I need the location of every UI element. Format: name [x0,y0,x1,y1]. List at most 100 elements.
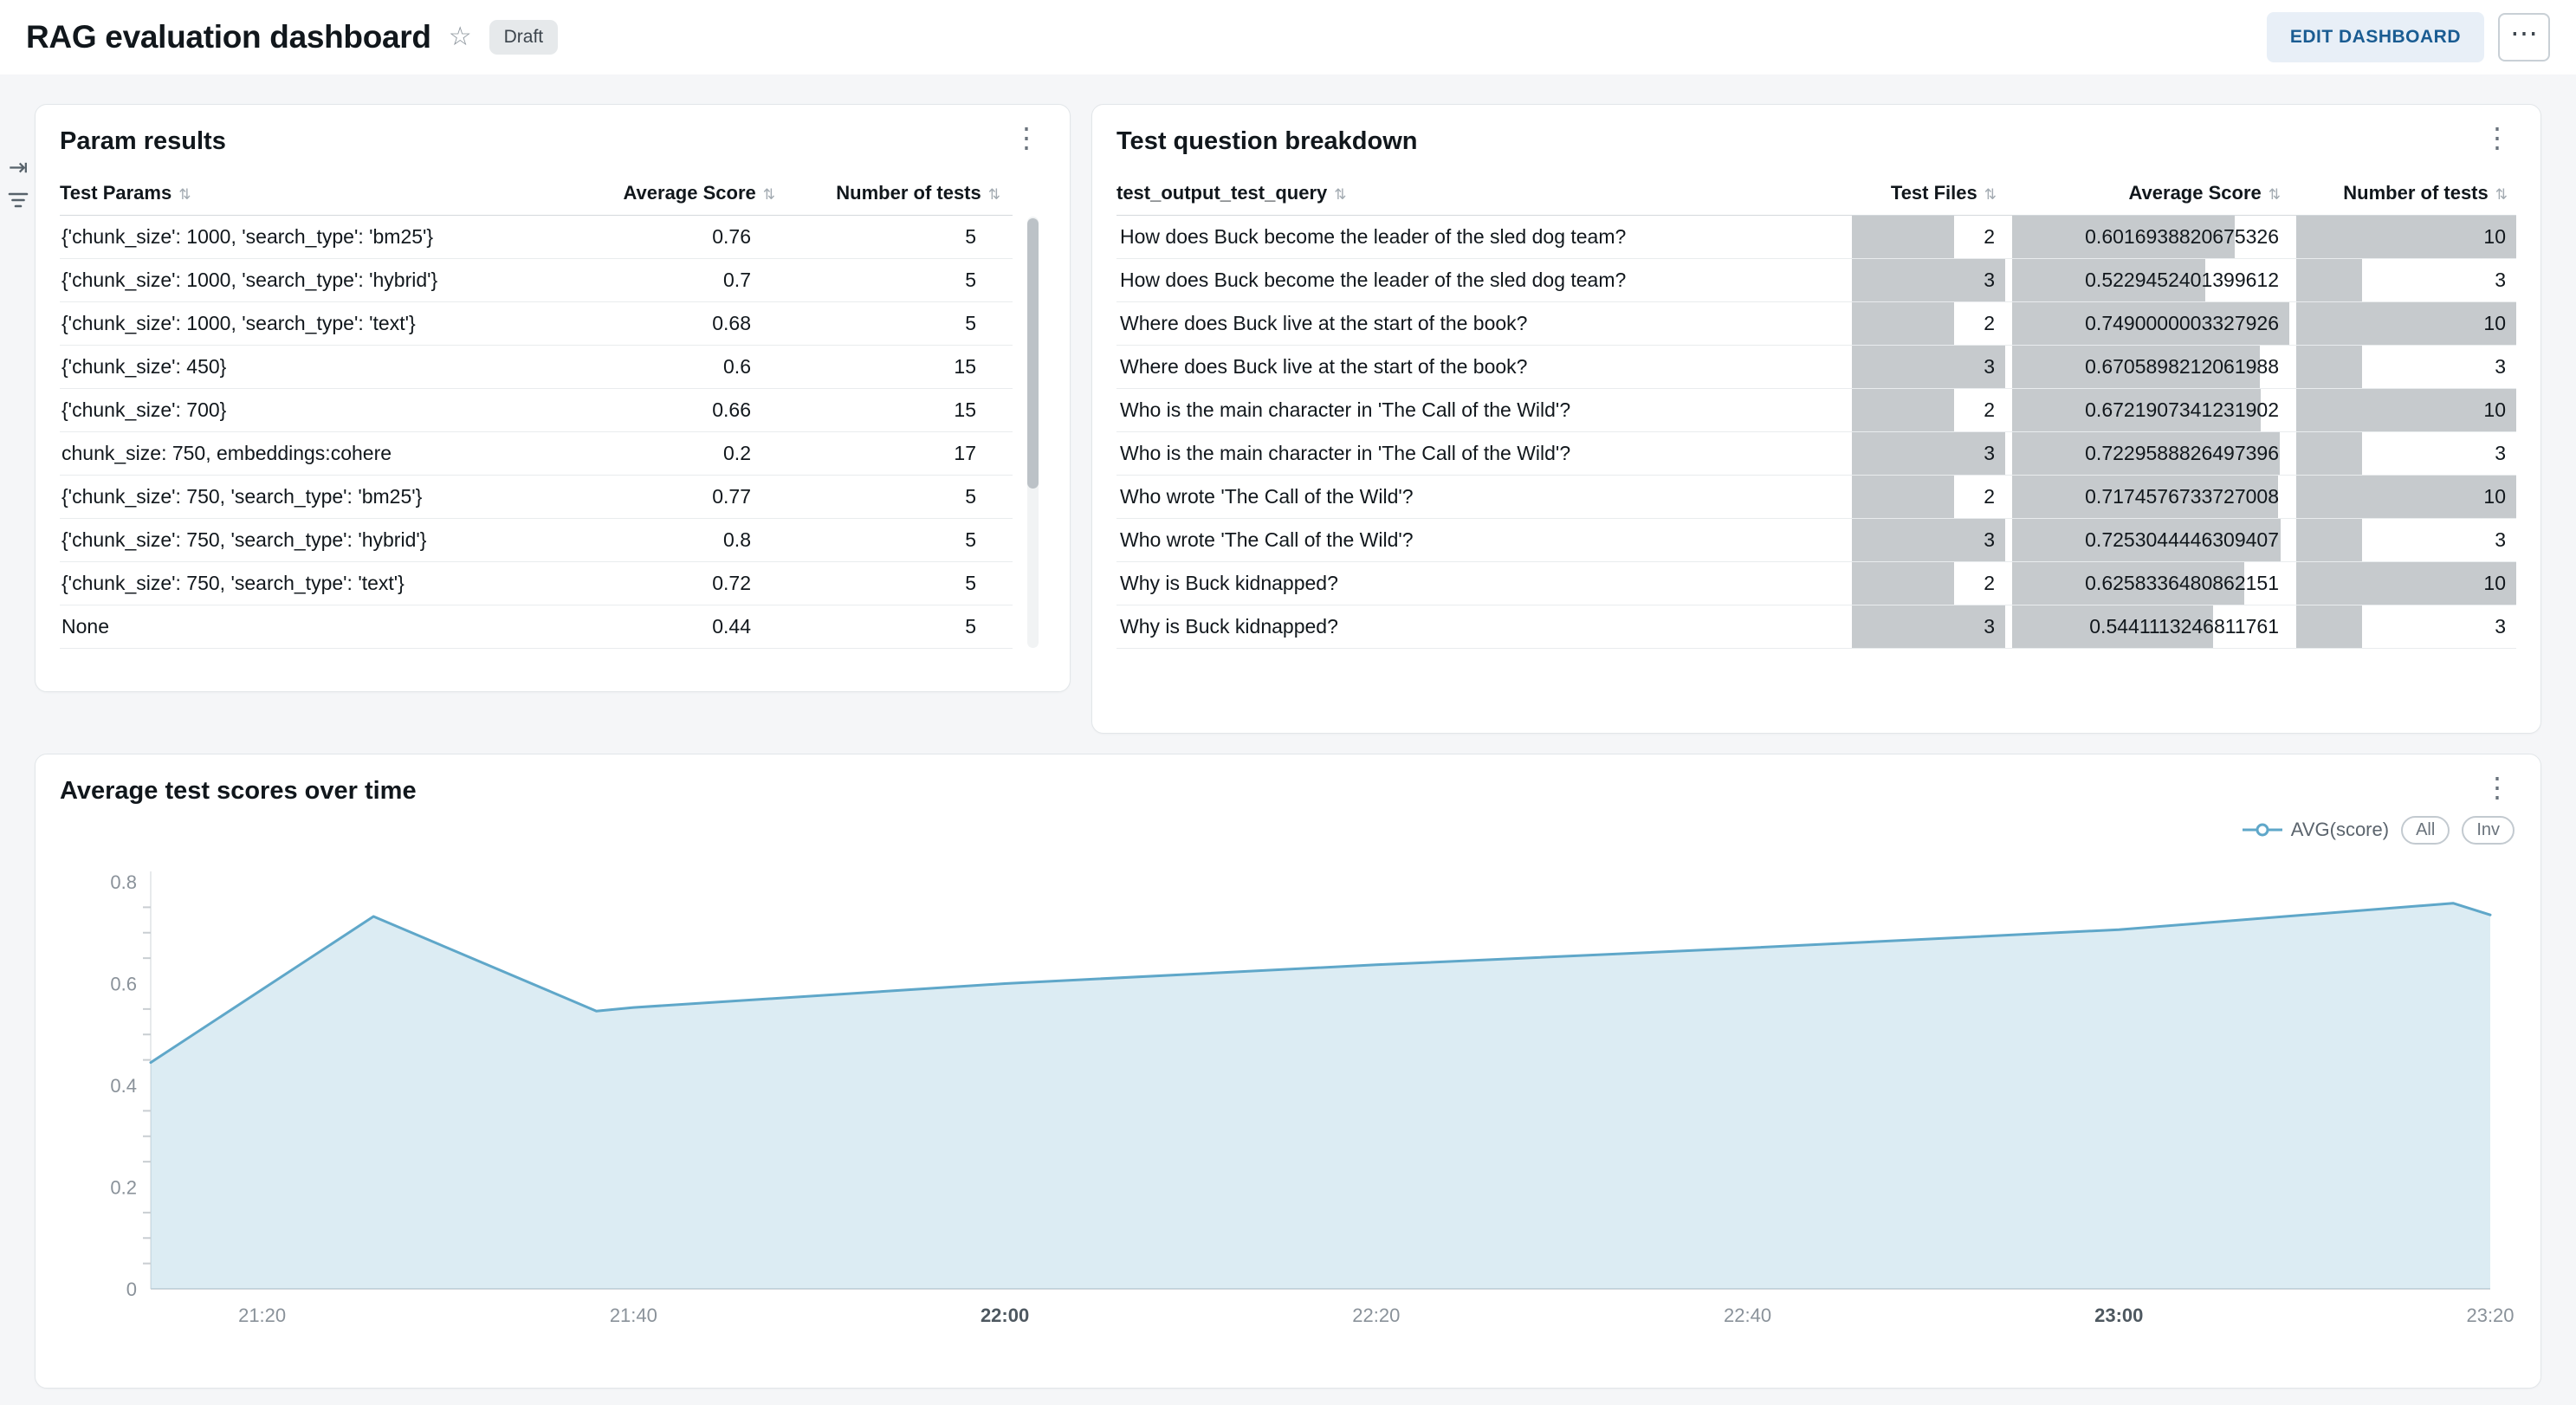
x-tick-label: 22:20 [1352,1305,1400,1326]
favorite-star-icon[interactable]: ☆ [448,23,472,51]
area-line-chart[interactable]: 0 0.2 0.4 0.6 0.8 21:20 21:40 22:00 22:20 22:40 23… [60,856,2516,1328]
param-cell: {'chunk_size': 750, 'search_type': 'text… [60,561,571,605]
avg-score-cell: 0.7490000003327926 [2005,301,2289,346]
num-tests-cell-value: 10 [2483,224,2506,248]
data-bar [1852,258,2005,301]
table-row: chunk_size: 750, embeddings:cohere 0.2 17 [60,431,1013,476]
table-row: Where does Buck live at the start of the… [1116,301,2516,346]
num-tests-cell: 15 [787,388,1013,432]
num-tests-cell: 10 [2289,301,2516,346]
query-cell: Who wrote 'The Call of the Wild'? [1116,475,1845,519]
more-options-button[interactable]: ⋯ [2498,13,2550,62]
num-tests-cell-value: 10 [2483,398,2506,421]
test-files-cell-value: 2 [1984,484,1995,508]
column-header[interactable]: test_output_test_query ⇅ [1116,172,1845,216]
param-results-table: Test Params ⇅ Average Score ⇅ Number of test… [60,172,1013,649]
sort-icon: ⇅ [2268,185,2281,203]
param-cell: {'chunk_size': 750, 'search_type': 'bm25… [60,475,571,519]
scrollbar-thumb[interactable] [1027,218,1039,489]
data-bar [2296,388,2516,431]
data-bar [1852,475,1955,517]
avg-score-cell-value: 0.6016938820675326 [2085,224,2279,248]
avg-score-cell: 0.6721907341231902 [2005,388,2289,432]
data-bar [2012,345,2261,387]
avg-score-cell-value: 0.7490000003327926 [2085,311,2279,334]
card-menu-icon[interactable]: ⋮ [1013,122,1040,153]
table-row: {'chunk_size': 1000, 'search_type': 'bm2… [60,215,1013,259]
num-tests-cell: 3 [2289,258,2516,302]
table-row: {'chunk_size': 1000, 'search_type': 'tex… [60,301,1013,346]
query-cell: Who is the main character in 'The Call o… [1116,388,1845,432]
data-bar [1852,431,2005,474]
query-cell: Why is Buck kidnapped? [1116,605,1845,649]
test-files-cell-value: 2 [1984,311,1995,334]
edit-dashboard-button[interactable]: EDIT DASHBOARD [2266,12,2484,62]
chart-area [151,903,2490,1289]
legend-all-toggle[interactable]: All [2401,815,2450,845]
param-cell: {'chunk_size': 750, 'search_type': 'hybr… [60,518,571,562]
left-rail: ⇥ [7,156,29,210]
param-cell: {'chunk_size': 1000, 'search_type': 'hyb… [60,258,571,302]
avg-score-cell: 0.68 [571,301,787,346]
num-tests-cell-value: 3 [2495,614,2506,638]
table-row: Who wrote 'The Call of the Wild'? 2 0.7174… [1116,475,2516,519]
avg-score-cell: 0.6 [571,345,787,389]
query-cell: Where does Buck live at the start of the… [1116,345,1845,389]
query-cell: How does Buck become the leader of the s… [1116,215,1845,259]
legend-series-label[interactable]: AVG(score) [2290,819,2390,840]
x-tick-label: 22:00 [981,1305,1029,1326]
filter-icon[interactable] [7,190,29,210]
test-files-cell: 2 [1845,301,2005,346]
avg-score-cell: 0.76 [571,215,787,259]
num-tests-cell-value: 10 [2483,484,2506,508]
data-bar [1852,345,2005,387]
table-row: Who is the main character in 'The Call o… [1116,431,2516,476]
column-header-label: Average Score [2128,181,2262,204]
test-files-cell: 2 [1845,475,2005,519]
chart-card: Average test scores over time ⋮ AVG(scor… [35,754,2541,1389]
num-tests-cell-value: 3 [2495,441,2506,464]
data-bar [1852,215,1955,257]
avg-score-cell: 0.8 [571,518,787,562]
card-menu-icon[interactable]: ⋮ [2483,122,2511,153]
column-header[interactable]: Average Score ⇅ [2005,172,2289,216]
sort-icon: ⇅ [1334,185,1347,203]
dashboard-canvas: Param results ⋮ Test Params ⇅ Average Scor… [0,74,2576,1389]
data-bar [2012,215,2235,257]
legend-inv-toggle[interactable]: Inv [2462,815,2515,845]
avg-score-cell: 0.7229588826497396 [2005,431,2289,476]
table-row: {'chunk_size': 1000, 'search_type': 'hyb… [60,258,1013,302]
column-header[interactable]: Test Params ⇅ [60,172,571,216]
table-header-row: Test Params ⇅ Average Score ⇅ Number of test… [60,172,1013,216]
avg-score-cell: 0.5229452401399612 [2005,258,2289,302]
column-header[interactable]: Test Files ⇅ [1845,172,2005,216]
column-header[interactable]: Number of tests ⇅ [787,172,1013,216]
expand-panel-icon[interactable]: ⇥ [8,154,29,180]
table-row: Why is Buck kidnapped? 3 0.544111324681176… [1116,605,2516,649]
avg-score-cell: 0.77 [571,475,787,519]
vertical-scrollbar[interactable] [1027,217,1039,648]
data-bar [2012,605,2214,647]
column-header[interactable]: Average Score ⇅ [571,172,787,216]
test-files-cell-value: 3 [1984,441,1995,464]
num-tests-cell: 17 [787,431,1013,476]
avg-score-cell: 0.2 [571,431,787,476]
table-row: {'chunk_size': 750, 'search_type': 'hybr… [60,518,1013,562]
num-tests-cell: 5 [787,518,1013,562]
param-cell: None [60,605,571,649]
query-cell: Where does Buck live at the start of the… [1116,301,1845,346]
num-tests-cell: 3 [2289,605,2516,649]
test-files-cell: 3 [1845,518,2005,562]
card-menu-icon[interactable]: ⋮ [2483,772,2511,803]
data-bar [1852,605,2005,647]
data-bar [2012,518,2281,560]
column-header[interactable]: Number of tests ⇅ [2289,172,2516,216]
data-bar [2012,561,2244,604]
table-row: Where does Buck live at the start of the… [1116,345,2516,389]
avg-score-cell-value: 0.7253044446309407 [2085,528,2279,551]
data-bar [2012,301,2289,344]
column-header-label: test_output_test_query [1116,181,1328,204]
test-files-cell: 3 [1845,345,2005,389]
num-tests-cell: 5 [787,215,1013,259]
data-bar [2012,258,2206,301]
